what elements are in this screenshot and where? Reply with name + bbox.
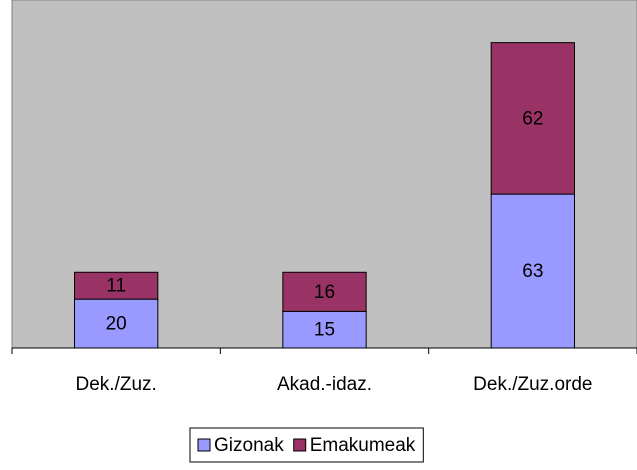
bar-segment — [74, 298, 159, 349]
legend-swatch — [197, 438, 211, 452]
bar-segment — [74, 271, 159, 300]
data-label: 15 — [314, 320, 335, 341]
legend-swatch — [293, 438, 307, 452]
legend-label: Gizonak — [214, 435, 284, 456]
data-label: 20 — [106, 314, 127, 335]
x-tick-label: Dek./Zuz. — [76, 374, 157, 395]
x-tick-label: Akad.-idaz. — [277, 374, 372, 395]
x-tick-label: Dek./Zuz.orde — [473, 374, 592, 395]
legend — [189, 427, 424, 463]
bar-segment — [282, 271, 367, 312]
data-label: 16 — [314, 282, 335, 303]
data-label: 63 — [522, 261, 543, 282]
bar-segment — [490, 42, 575, 195]
data-label: 11 — [106, 276, 126, 297]
legend-label: Emakumeak — [310, 435, 416, 456]
data-label: 62 — [522, 108, 543, 129]
